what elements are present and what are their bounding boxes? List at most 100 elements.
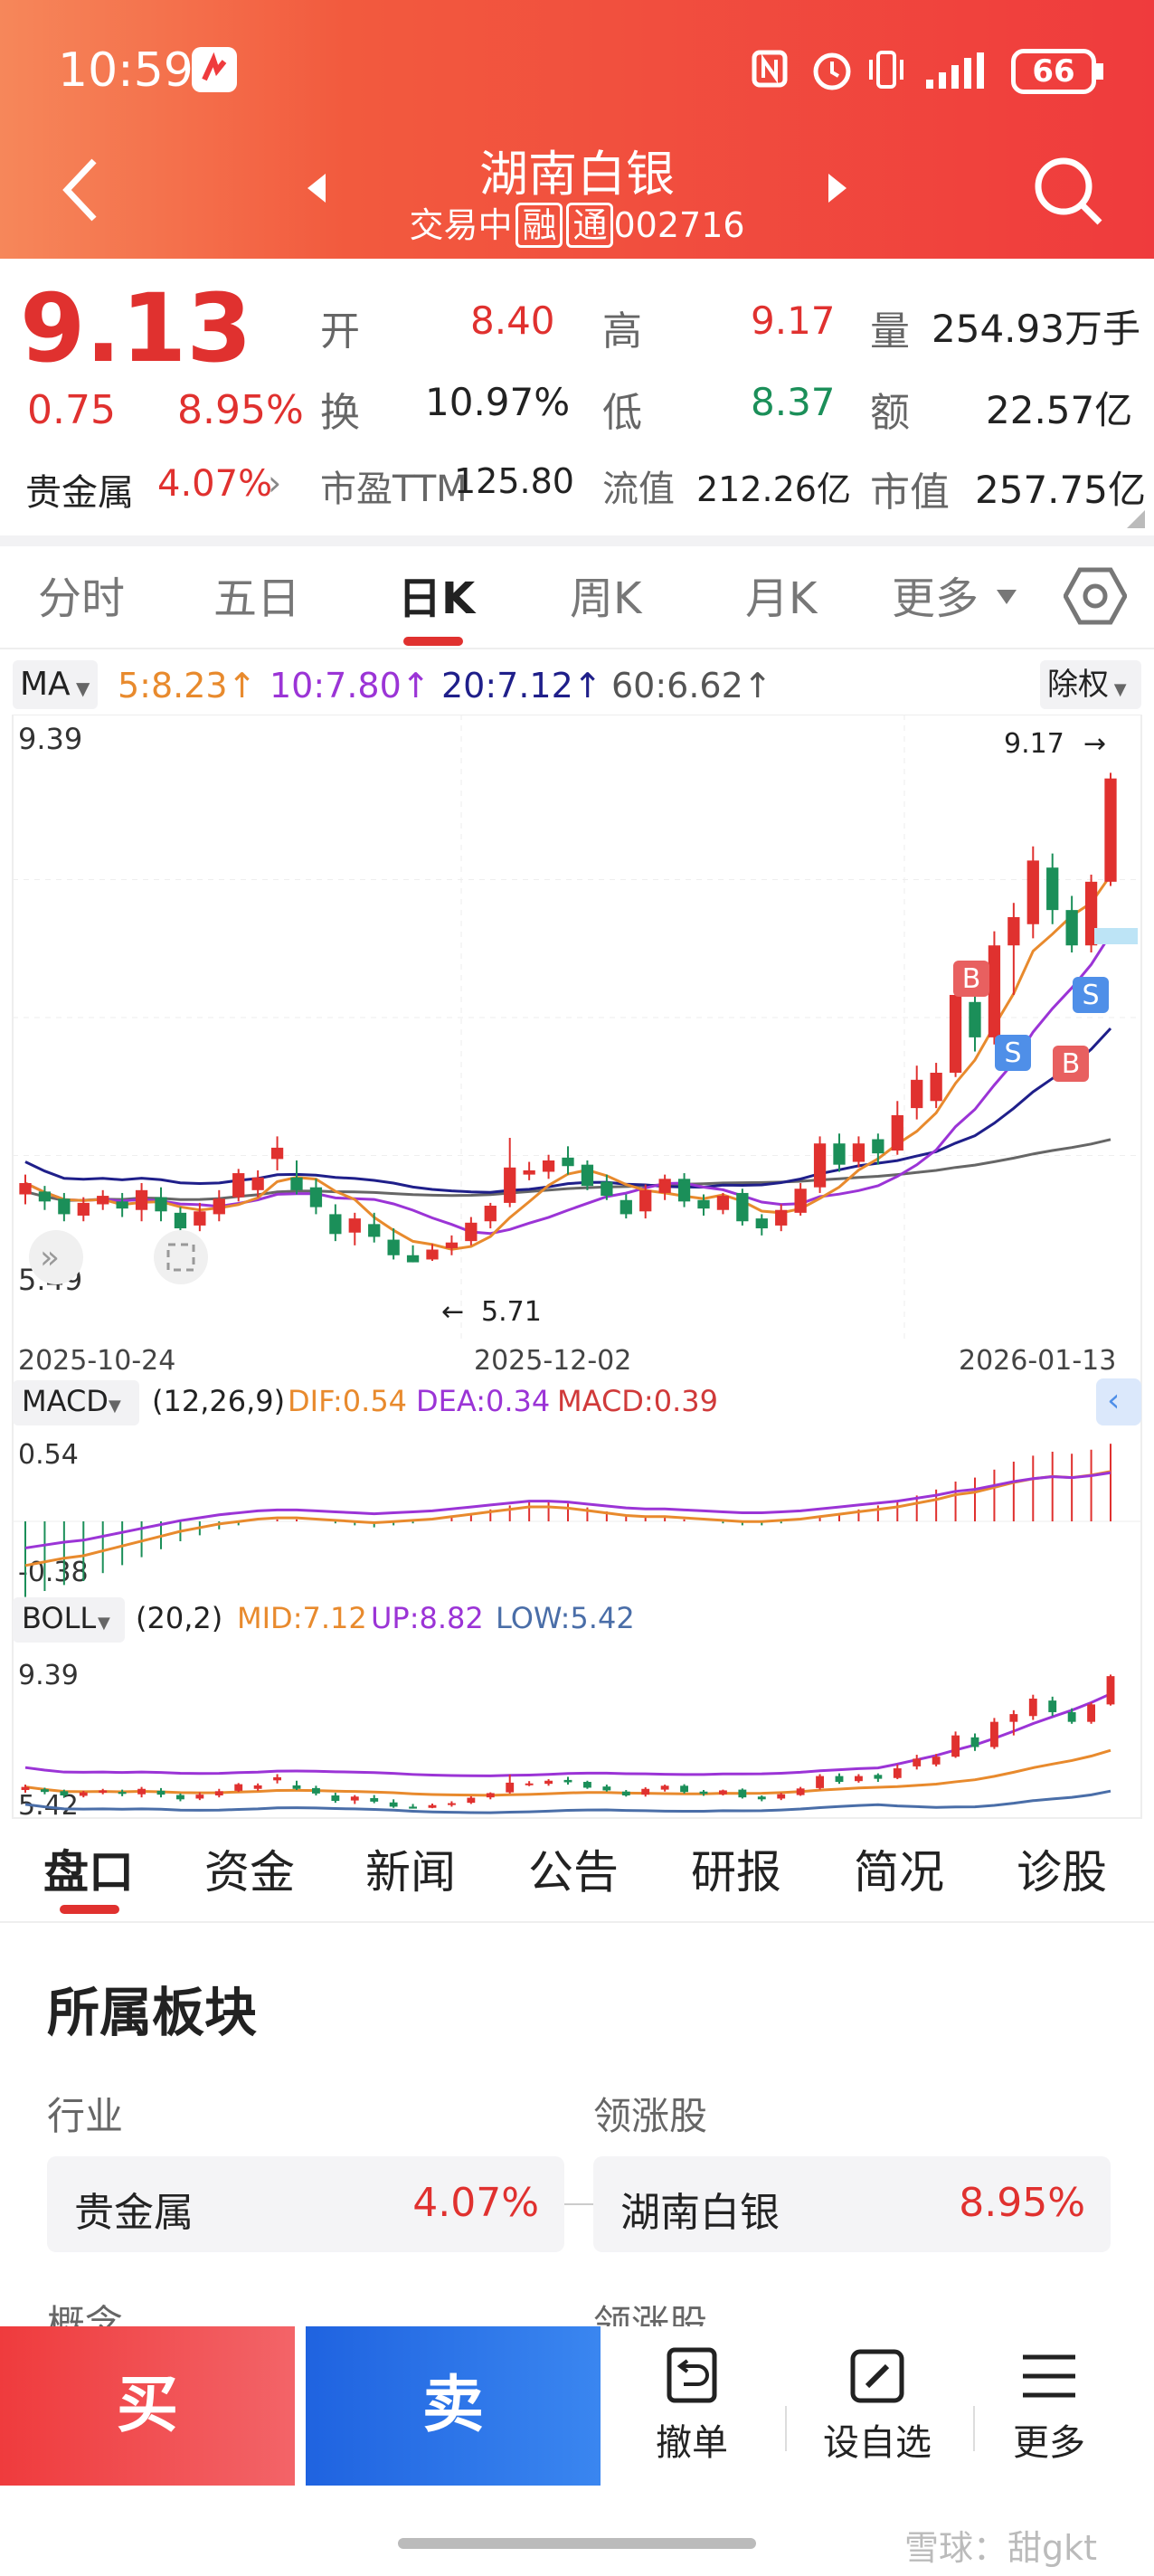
- open-label: 开: [320, 308, 360, 355]
- sell-marker-text: S: [1004, 1037, 1021, 1069]
- search-icon[interactable]: [1031, 152, 1107, 228]
- candle-body: [813, 1143, 827, 1188]
- tab-period-1[interactable]: 五日: [213, 573, 301, 624]
- candle-body: [155, 1197, 167, 1212]
- tab-period-3[interactable]: 周K: [570, 573, 642, 624]
- tab-period-5[interactable]: 更多: [892, 573, 979, 624]
- boll-up-line: [24, 1692, 1111, 1777]
- next-stock-button[interactable]: [823, 170, 850, 206]
- boll-candle-body: [1028, 1698, 1037, 1717]
- candle-body: [542, 1160, 555, 1172]
- buy-marker-badge: [953, 961, 989, 997]
- tab-section-2[interactable]: 新闻: [365, 1846, 456, 1899]
- candle-body: [969, 1001, 981, 1037]
- candle-body: [911, 1079, 923, 1109]
- boll-candle-body: [292, 1785, 301, 1789]
- pe-label: 市盈TTM: [320, 469, 468, 510]
- tab-period-2[interactable]: 日K: [398, 573, 476, 624]
- high-arrow-icon: →: [1083, 728, 1106, 760]
- boll-candle-body: [409, 1806, 417, 1809]
- chevron-down-icon[interactable]: [995, 588, 1018, 606]
- boll-candle-body: [506, 1782, 515, 1793]
- buy-button[interactable]: 买: [0, 2326, 295, 2486]
- add-watchlist-label: 设自选: [823, 2422, 932, 2464]
- industry-card[interactable]: 贵金属 4.07%: [47, 2156, 564, 2252]
- boll-candle-body: [350, 1796, 359, 1801]
- candle-body: [484, 1206, 497, 1222]
- ma-label: MA: [20, 666, 71, 703]
- ma20-line: [24, 1027, 1112, 1194]
- candle-body: [794, 1189, 807, 1213]
- boll-candle-body: [137, 1788, 146, 1795]
- tab-section-6[interactable]: 诊股: [1017, 1846, 1107, 1899]
- adjust-selector[interactable]: 除权 ▼: [1040, 660, 1141, 709]
- prev-stock-button[interactable]: [304, 170, 331, 206]
- undo-doc-icon: [667, 2347, 717, 2403]
- candle-body: [368, 1224, 381, 1237]
- volume-label: 量: [870, 308, 910, 355]
- back-button[interactable]: [54, 154, 109, 226]
- battery-tip: [1096, 63, 1103, 80]
- low-label: 低: [602, 390, 642, 436]
- tab-section-4[interactable]: 研报: [691, 1846, 781, 1899]
- expand-corner-icon[interactable]: [1127, 510, 1145, 528]
- candle-body: [1065, 910, 1078, 946]
- candle-body: [1046, 867, 1059, 911]
- boll-params: (20,2): [136, 1601, 222, 1635]
- sector-chevron-icon[interactable]: ›: [268, 463, 282, 503]
- sell-marker-badge: [995, 1035, 1031, 1071]
- boll-candle-body: [621, 1791, 630, 1796]
- boll-candle-body: [156, 1790, 166, 1795]
- macd-min-label: -0.38: [18, 1557, 89, 1588]
- board-title: 所属板块: [47, 1982, 258, 2043]
- adjust-label: 除权: [1047, 667, 1109, 703]
- boll-candle-body: [970, 1737, 979, 1747]
- x-tick-label: 2025-12-02: [474, 1345, 631, 1377]
- boll-candle-body: [855, 1776, 863, 1782]
- ma20-value: 20:7.12↑: [441, 666, 602, 706]
- cancel-order-button[interactable]: 撤单: [624, 2344, 760, 2480]
- industry-pct: 4.07%: [412, 2180, 539, 2226]
- candle-body: [1026, 860, 1039, 924]
- connect-tag: 通: [566, 203, 614, 248]
- tab-period-0[interactable]: 分时: [38, 573, 126, 624]
- settings-hex-icon[interactable]: [1063, 564, 1128, 628]
- tab-section-3[interactable]: 公告: [528, 1846, 619, 1899]
- more-button[interactable]: 更多: [995, 2344, 1103, 2480]
- candle-body: [833, 1143, 846, 1165]
- kline-chart[interactable]: 9.395.499.17→←5.712025-10-242025-12-0220…: [0, 715, 1154, 1827]
- add-watchlist-button[interactable]: 设自选: [805, 2344, 950, 2480]
- tab-period-4[interactable]: 月K: [745, 573, 818, 624]
- candle-body: [697, 1199, 710, 1209]
- tab-section-1[interactable]: 资金: [204, 1846, 295, 1899]
- tab-section-0[interactable]: 盘口: [43, 1846, 134, 1899]
- pe-value: 125.80: [454, 461, 574, 501]
- candle-body: [523, 1170, 535, 1175]
- connector-line: [564, 2203, 593, 2205]
- buy-marker-badge: [1053, 1046, 1089, 1082]
- chevron-left-icon: ‹: [1107, 1382, 1120, 1419]
- candle-body: [1084, 881, 1098, 946]
- home-indicator[interactable]: [398, 2538, 756, 2549]
- sell-marker-text: S: [1082, 980, 1099, 1011]
- candle-body: [620, 1199, 632, 1215]
- tab-section-5[interactable]: 简况: [854, 1846, 944, 1899]
- sector-pct[interactable]: 4.07%: [157, 463, 273, 505]
- sell-button[interactable]: 卖: [306, 2326, 601, 2486]
- candle-body: [755, 1218, 768, 1229]
- ma5-value: 5:8.23↑: [118, 666, 257, 706]
- sector-name[interactable]: 贵金属: [25, 472, 134, 514]
- boll-candle-body: [234, 1784, 243, 1791]
- battery-icon: 66: [1011, 49, 1096, 94]
- collapse-panel-button: [1096, 1378, 1141, 1425]
- boll-candle-body: [874, 1775, 883, 1779]
- boll-candle-body: [467, 1797, 476, 1804]
- boll-candle-body: [913, 1758, 922, 1766]
- turnover-label: 换: [320, 390, 360, 436]
- ma-selector[interactable]: MA ▼: [13, 660, 98, 709]
- ma5-text: 5:8.23: [118, 666, 228, 706]
- leader-card[interactable]: 湖南白银 8.95%: [593, 2156, 1111, 2252]
- ma60-value: 60:6.62↑: [611, 666, 772, 706]
- menu-icon: [1023, 2354, 1075, 2398]
- macd-dea: DEA:0.34: [416, 1384, 550, 1418]
